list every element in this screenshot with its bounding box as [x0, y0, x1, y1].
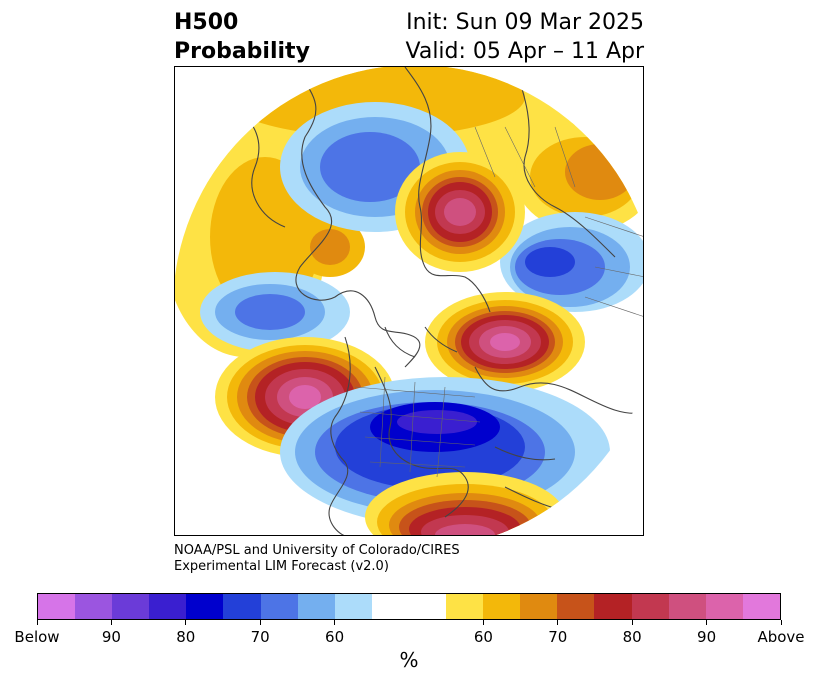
credit-line1: NOAA/PSL and University of Colorado/CIRE…	[174, 543, 460, 558]
forecast-dates: Init: Sun 09 Mar 2025 Valid: 05 Apr – 11…	[406, 8, 645, 66]
colorbar-segment	[75, 594, 113, 619]
positive-anomaly-east	[425, 292, 585, 392]
colorbar-segment	[742, 594, 780, 619]
colorbar-tick-label: 70	[250, 628, 270, 646]
colorbar-tick	[780, 620, 782, 625]
colorbar-segment	[668, 594, 706, 619]
colorbar-tick-label: Below	[14, 628, 60, 646]
colorbar-segment	[149, 594, 187, 619]
colorbar-unit: %	[399, 648, 419, 672]
colorbar-tick	[36, 620, 38, 625]
colorbar	[37, 593, 781, 620]
valid-date: Valid: 05 Apr – 11 Apr	[405, 39, 645, 64]
colorbar-segment	[223, 594, 261, 619]
credit-line2: Experimental LIM Forecast (v2.0)	[174, 559, 389, 574]
colorbar-tick-label: 90	[697, 628, 717, 646]
colorbar-segment	[260, 594, 298, 619]
colorbar-segment	[594, 594, 632, 619]
colorbar-segment	[297, 594, 335, 619]
colorbar-segment	[631, 594, 669, 619]
colorbar-segment	[371, 594, 409, 619]
colorbar-segment	[446, 594, 484, 619]
colorbar-tick-label: 60	[325, 628, 345, 646]
colorbar-tick	[706, 620, 708, 625]
colorbar-tick-label: 80	[622, 628, 642, 646]
colorbar-tick-label: 80	[176, 628, 196, 646]
colorbar-segment	[38, 594, 76, 619]
map-title: H500 Probability	[174, 8, 310, 66]
colorbar-tick	[334, 620, 336, 625]
credit-text: NOAA/PSL and University of Colorado/CIRE…	[174, 543, 460, 575]
colorbar-tick-label: 90	[101, 628, 121, 646]
colorbar-tick-label: 60	[473, 628, 493, 646]
map-panel	[174, 66, 644, 536]
colorbar-segment	[408, 594, 447, 619]
probability-map	[175, 67, 643, 535]
colorbar-tick	[557, 620, 559, 625]
colorbar-segment	[705, 594, 743, 619]
positive-anomaly-atlantic	[365, 472, 565, 535]
positive-anomaly-arctic	[395, 152, 525, 272]
colorbar-tick-label: Above	[757, 628, 805, 646]
colorbar-segment	[186, 594, 224, 619]
colorbar-tick	[631, 620, 633, 625]
colorbar-segment	[557, 594, 595, 619]
colorbar-tick	[110, 620, 112, 625]
title-line2: Probability	[174, 39, 310, 64]
colorbar-tick-label: 70	[548, 628, 568, 646]
state-borders	[354, 126, 643, 478]
colorbar-tick	[185, 620, 187, 625]
colorbar-segment	[334, 594, 372, 619]
init-date: Init: Sun 09 Mar 2025	[406, 10, 644, 35]
colorbar-tick	[259, 620, 261, 625]
colorbar-segment	[520, 594, 558, 619]
title-line1: H500	[174, 10, 239, 35]
colorbar-segment	[112, 594, 150, 619]
colorbar-tick	[482, 620, 484, 625]
colorbar-segment	[483, 594, 521, 619]
